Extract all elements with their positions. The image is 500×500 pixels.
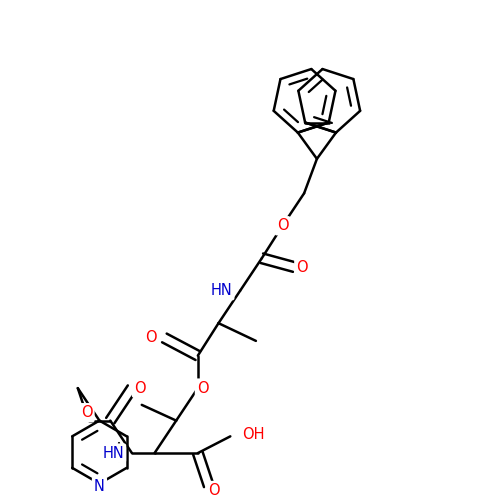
- Text: OH: OH: [242, 427, 264, 442]
- Text: HN: HN: [210, 283, 233, 298]
- Text: HN: HN: [102, 446, 124, 460]
- Text: O: O: [276, 218, 288, 234]
- Text: O: O: [134, 380, 145, 396]
- Text: O: O: [208, 483, 220, 498]
- Text: N: N: [94, 479, 105, 494]
- Text: O: O: [145, 330, 156, 345]
- Text: O: O: [197, 380, 208, 396]
- Text: O: O: [81, 405, 92, 420]
- Text: O: O: [296, 260, 308, 274]
